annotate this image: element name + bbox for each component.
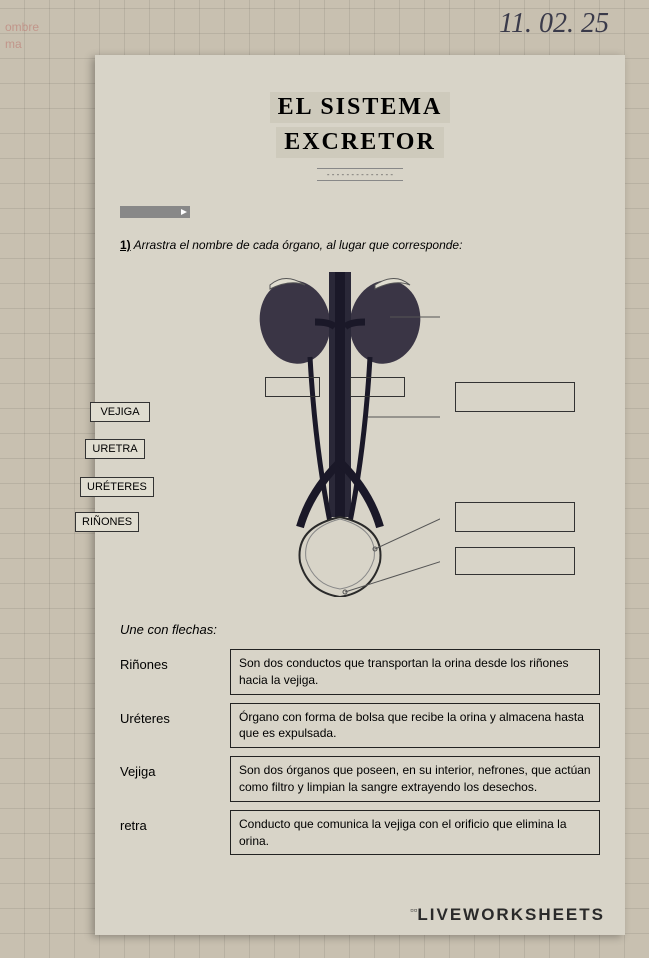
match-term-ureteres[interactable]: Uréteres: [120, 703, 200, 726]
label-vejiga[interactable]: VEJIGA: [90, 402, 150, 422]
matching-section: Une con flechas: Riñones Son dos conduct…: [120, 622, 600, 855]
match-term-vejiga[interactable]: Vejiga: [120, 756, 200, 779]
watermark-text: LIVEWORKSHEETS: [417, 905, 605, 924]
arrow-right-icon: [181, 209, 187, 215]
watermark: ▫▫LIVEWORKSHEETS: [410, 905, 605, 925]
subtitle-decoration: - - - - - - - - - - - - - -: [317, 168, 403, 181]
match-def-3[interactable]: Son dos órganos que poseen, en su interi…: [230, 756, 600, 802]
diagram-section: VEJIGA URETRA URÉTERES RIÑONES: [120, 267, 600, 607]
drop-box-small-left[interactable]: [265, 377, 320, 397]
match-term-uretra[interactable]: retra: [120, 810, 200, 833]
match-term-rinones[interactable]: Riñones: [120, 649, 200, 672]
match-def-4[interactable]: Conducto que comunica la vejiga con el o…: [230, 810, 600, 856]
label-ureteres[interactable]: URÉTERES: [80, 477, 154, 497]
label-uretra[interactable]: URETRA: [85, 439, 145, 459]
small-tag-button: [120, 206, 190, 218]
match-title: Une con flechas:: [120, 622, 600, 637]
instruction-text: Arrastra el nombre de cada órgano, al lu…: [134, 238, 463, 252]
match-row-4: retra Conducto que comunica la vejiga co…: [120, 810, 600, 856]
title-block: EL SISTEMA EXCRETOR - - - - - - - - - - …: [120, 90, 600, 196]
instruction-number: 1): [120, 238, 131, 252]
worksheet-paper: EL SISTEMA EXCRETOR - - - - - - - - - - …: [95, 55, 625, 935]
sidebar-label-tema: ma: [5, 37, 39, 51]
match-row-3: Vejiga Son dos órganos que poseen, en su…: [120, 756, 600, 802]
drop-box-kidney[interactable]: [455, 382, 575, 412]
title-line-1: EL SISTEMA: [270, 92, 451, 123]
match-def-1[interactable]: Son dos conductos que transportan la ori…: [230, 649, 600, 695]
drop-box-small-right[interactable]: [350, 377, 405, 397]
drop-box-ureter[interactable]: [455, 502, 575, 532]
urinary-system-diagram: [240, 267, 440, 597]
label-rinones[interactable]: RIÑONES: [75, 512, 139, 532]
match-row-2: Uréteres Órgano con forma de bolsa que r…: [120, 703, 600, 749]
instruction-1: 1) Arrastra el nombre de cada órgano, al…: [120, 238, 600, 252]
drop-box-bladder[interactable]: [455, 547, 575, 575]
sidebar-labels: ombre ma: [5, 20, 39, 54]
title-line-2: EXCRETOR: [276, 127, 444, 158]
sidebar-label-nombre: ombre: [5, 20, 39, 34]
match-row-1: Riñones Son dos conductos que transporta…: [120, 649, 600, 695]
handwritten-date: 11. 02. 25: [499, 8, 609, 40]
match-def-2[interactable]: Órgano con forma de bolsa que recibe la …: [230, 703, 600, 749]
